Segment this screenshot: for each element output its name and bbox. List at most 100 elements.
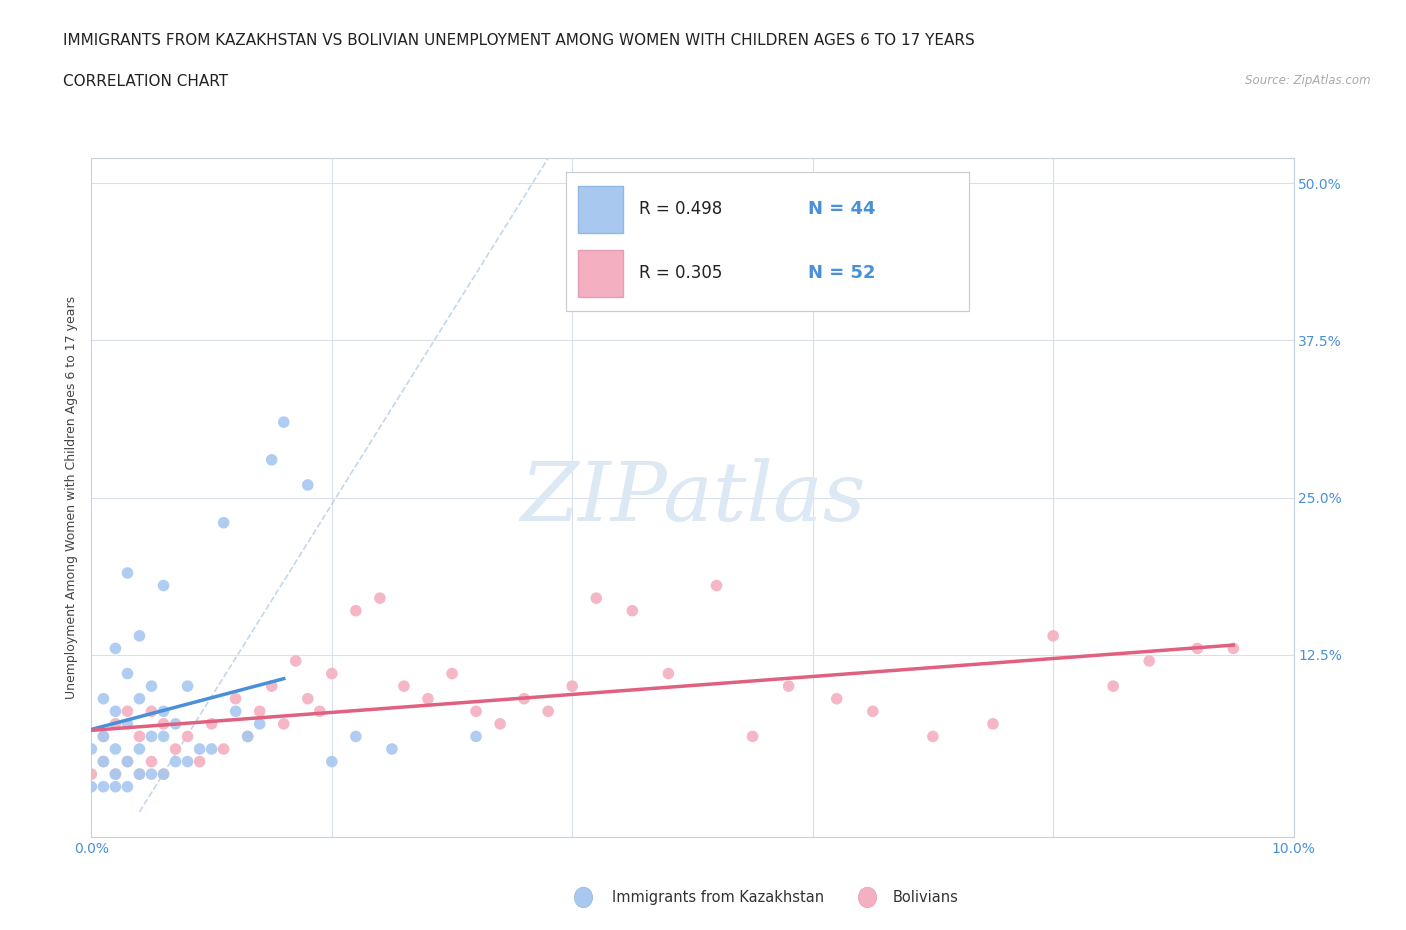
Point: [117, 565, 139, 580]
Point: [284, 654, 307, 669]
Point: [128, 766, 150, 781]
Point: [104, 641, 127, 656]
Point: [165, 754, 187, 769]
Point: [176, 754, 198, 769]
Point: [152, 716, 174, 731]
Point: [93, 754, 115, 769]
Point: [141, 704, 163, 719]
Point: [141, 729, 163, 744]
Point: [1042, 629, 1064, 644]
Point: [273, 415, 295, 430]
Text: Source: ZipAtlas.com: Source: ZipAtlas.com: [1246, 74, 1371, 87]
Point: [201, 741, 224, 756]
Point: [225, 691, 247, 706]
Point: [981, 716, 1004, 731]
Point: [344, 729, 367, 744]
Point: [152, 729, 174, 744]
Point: [104, 704, 127, 719]
Point: [117, 779, 139, 794]
Text: CORRELATION CHART: CORRELATION CHART: [63, 74, 228, 89]
Point: [104, 766, 127, 781]
Point: [117, 704, 139, 719]
Point: [381, 741, 404, 756]
Point: [308, 704, 330, 719]
Text: Immigrants from Kazakhstan: Immigrants from Kazakhstan: [612, 890, 824, 905]
Point: [621, 604, 644, 618]
Point: [117, 716, 139, 731]
Point: [117, 666, 139, 681]
Text: Bolivians: Bolivians: [893, 890, 959, 905]
Point: [440, 666, 463, 681]
Point: [368, 591, 391, 605]
Point: [165, 716, 187, 731]
Point: [1187, 641, 1209, 656]
Point: [465, 729, 488, 744]
Point: [225, 704, 247, 719]
Point: [93, 754, 115, 769]
Point: [416, 691, 439, 706]
Point: [249, 716, 271, 731]
Point: [188, 754, 211, 769]
Point: [117, 754, 139, 769]
Point: [141, 754, 163, 769]
Point: [104, 766, 127, 781]
Point: [321, 754, 343, 769]
Point: [128, 766, 150, 781]
Point: [152, 704, 174, 719]
Point: [80, 741, 103, 756]
Point: [93, 691, 115, 706]
Point: [176, 679, 198, 694]
Text: ZIPatlas: ZIPatlas: [520, 458, 865, 538]
Point: [260, 679, 283, 694]
Point: [537, 704, 560, 719]
Point: [1102, 679, 1125, 694]
Point: [489, 716, 512, 731]
Point: [104, 716, 127, 731]
Point: [561, 679, 583, 694]
Point: [93, 729, 115, 744]
Point: [297, 477, 319, 492]
Point: [176, 729, 198, 744]
Point: [321, 666, 343, 681]
Point: [585, 591, 607, 605]
Point: [117, 754, 139, 769]
Point: [778, 679, 800, 694]
Point: [188, 741, 211, 756]
Point: [152, 766, 174, 781]
Point: [513, 691, 536, 706]
Point: [104, 779, 127, 794]
Point: [80, 766, 103, 781]
Point: [260, 452, 283, 467]
Point: [249, 704, 271, 719]
Point: [297, 691, 319, 706]
Y-axis label: Unemployment Among Women with Children Ages 6 to 17 years: Unemployment Among Women with Children A…: [65, 296, 79, 699]
Point: [344, 604, 367, 618]
Point: [212, 515, 235, 530]
Point: [212, 741, 235, 756]
Point: [128, 691, 150, 706]
Point: [273, 716, 295, 731]
Point: [922, 729, 945, 744]
Point: [152, 578, 174, 593]
Point: [141, 766, 163, 781]
Point: [706, 578, 728, 593]
Point: [152, 766, 174, 781]
Point: [165, 741, 187, 756]
Point: [465, 704, 488, 719]
Point: [741, 729, 763, 744]
Point: [236, 729, 259, 744]
Point: [128, 729, 150, 744]
Point: [128, 629, 150, 644]
Point: [201, 716, 224, 731]
Point: [825, 691, 848, 706]
Point: [80, 779, 103, 794]
Point: [1137, 654, 1160, 669]
Point: [1222, 641, 1244, 656]
Point: [141, 679, 163, 694]
Point: [392, 679, 415, 694]
Point: [93, 779, 115, 794]
Point: [93, 729, 115, 744]
Point: [657, 666, 679, 681]
Point: [236, 729, 259, 744]
Point: [128, 741, 150, 756]
